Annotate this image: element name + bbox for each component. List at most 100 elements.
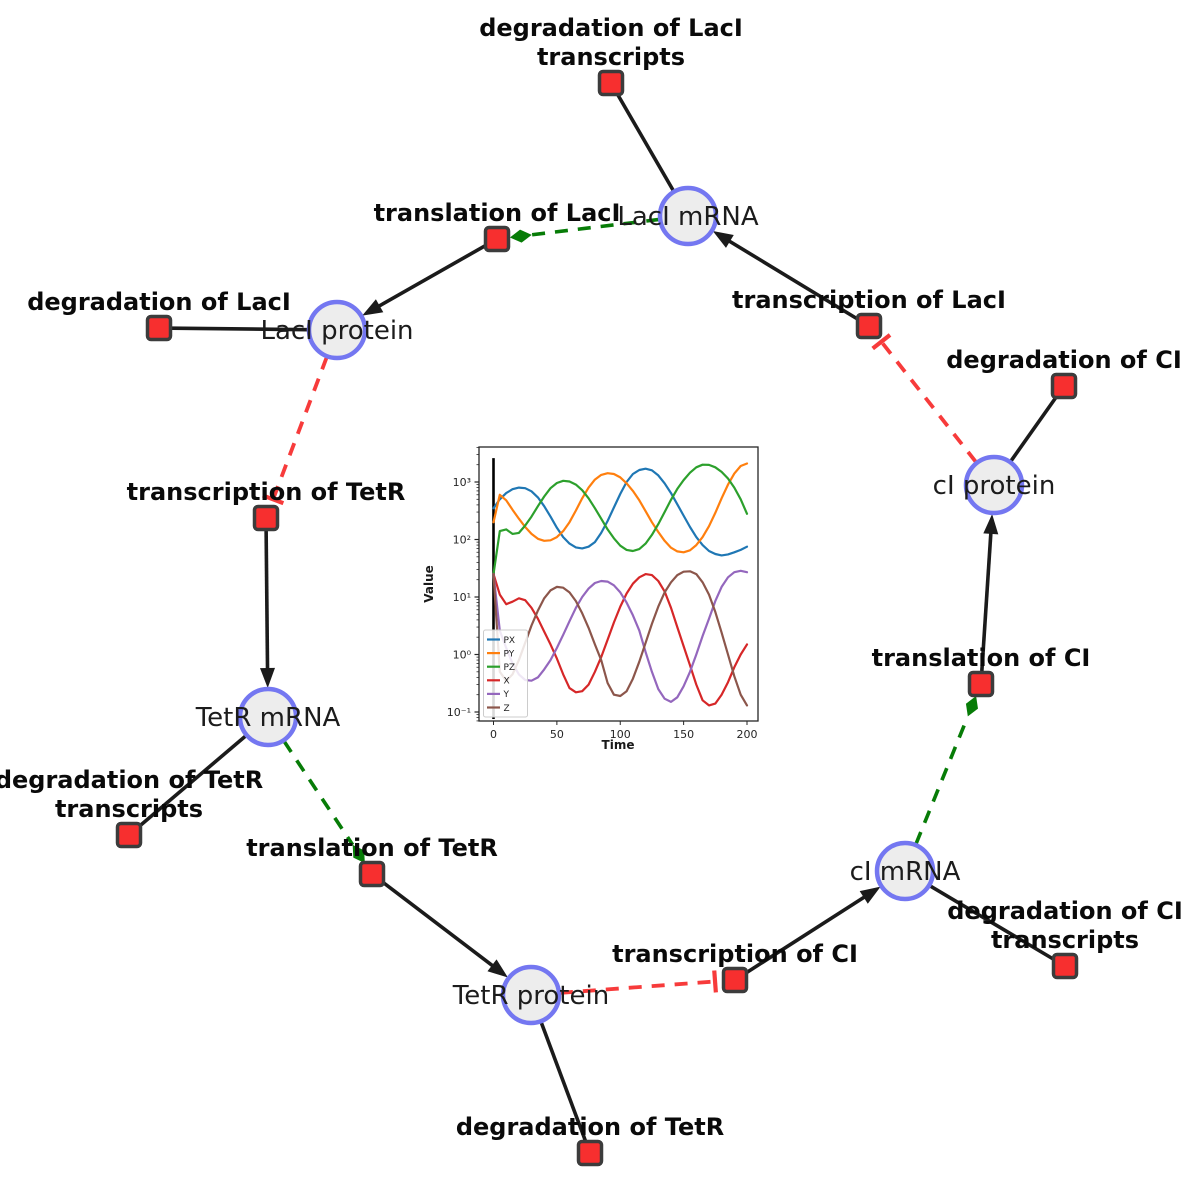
edges-layer — [137, 93, 1058, 1142]
diamond-arrowhead-icon — [352, 844, 365, 864]
species-label-tetr_protein: TetR protein — [452, 981, 609, 1011]
arrowhead-icon — [362, 299, 384, 316]
edge-consumption-laci_mrna-deg_laci_tx — [615, 93, 676, 192]
edge-inhibition-ci_protein-transcription_laci — [879, 340, 978, 464]
edge-consumption-tetr_protein-deg_tetr — [539, 1021, 588, 1142]
series-PX — [492, 467, 749, 557]
chart-legend: PX PY PZ XYZ — [483, 629, 528, 718]
edge-production-transcription_laci-laci_mrna — [724, 237, 859, 321]
reaction-label-deg_laci_tx: degradation of LacI — [479, 14, 743, 42]
species-node-tetr_protein — [500, 964, 562, 1026]
reaction-label-transcription_tetr: transcription of TetR — [127, 478, 406, 506]
legend-label-PZ: PZ — [504, 663, 516, 673]
species-label-laci_mrna: LacI mRNA — [617, 202, 758, 232]
y-tick-label: 10¹ — [453, 591, 471, 604]
x-axis-label: Time — [602, 738, 635, 752]
inset-timeseries-chart: 0 50 100 150 200 10⁻¹ 10⁰ 10¹ 10² 10³ PX PY PZ XYZ T… — [422, 446, 759, 752]
reaction-node-deg_ci — [1050, 372, 1078, 400]
edge-production-transcription_tetr-tetr_mrna — [264, 530, 270, 674]
reaction-label-deg_laci_tx: transcripts — [537, 43, 685, 71]
reaction-label-deg_tetr_tx: transcripts — [55, 795, 203, 823]
species-node-laci_mrna — [657, 185, 719, 247]
diamond-arrowhead-icon — [509, 229, 532, 243]
reaction-label-deg_laci: degradation of LacI — [27, 288, 291, 316]
reaction-label-transcription_ci: transcription of CI — [612, 940, 858, 968]
legend-box — [483, 629, 528, 718]
reaction-label-transcription_laci: transcription of LacI — [732, 286, 1006, 314]
reaction-label-deg_ci: degradation of CI — [946, 346, 1182, 374]
reaction-node-transcription_tetr — [252, 504, 280, 532]
inhibition-tee-icon — [712, 970, 718, 993]
reaction-label-deg_tetr_tx: degradation of TetR — [0, 766, 263, 794]
inhibition-tee-icon — [871, 333, 892, 351]
x-tick-label: 100 — [610, 728, 631, 741]
chart-series — [492, 462, 749, 707]
x-tick-label: 150 — [673, 728, 694, 741]
species-label-ci_protein: cI protein — [933, 471, 1056, 501]
species-node-ci_protein — [963, 454, 1025, 516]
species-label-tetr_mrna: TetR mRNA — [195, 703, 341, 733]
edge-consumption-ci_mrna-deg_ci_tx — [929, 884, 1055, 961]
reaction-label-translation_tetr: translation of TetR — [246, 834, 498, 862]
series-Y — [492, 569, 749, 704]
inhibition-tee-icon — [262, 493, 285, 506]
edge-consumption-tetr_mrna-deg_tetr_tx — [137, 734, 248, 828]
legend-label-PX: PX — [504, 636, 516, 646]
labels-layer: LacI mRNA LacI protein TetR mRNA TetR prote… — [0, 14, 1183, 1141]
reaction-node-translation_tetr — [358, 860, 386, 888]
legend-label-Y: Y — [503, 690, 510, 700]
edge-consumption-ci_protein-deg_ci — [1009, 395, 1058, 463]
arrowhead-icon — [487, 959, 508, 978]
reaction-node-deg_ci_tx — [1051, 952, 1079, 980]
species-node-ci_mrna — [874, 840, 936, 902]
legend-label-Z: Z — [504, 704, 510, 714]
reaction-label-deg_ci_tx: degradation of CI — [947, 897, 1183, 925]
y-tick-label: 10² — [453, 534, 471, 547]
edge-catalysis-ci_mrna-translation_ci — [914, 715, 970, 845]
reaction-node-deg_tetr — [576, 1139, 604, 1167]
edge-inhibition-laci_protein-transcription_tetr — [271, 356, 329, 500]
edge-catalysis-tetr_mrna-translation_tetr — [282, 740, 355, 846]
arrowhead-icon — [712, 231, 734, 248]
reaction-label-translation_laci: translation of LacI — [374, 199, 621, 227]
arrowhead-icon — [859, 886, 881, 904]
arrowhead-icon — [983, 513, 999, 535]
edge-consumption-laci_protein-deg_laci — [171, 326, 309, 332]
species-node-laci_protein — [306, 299, 368, 361]
y-tick-label: 10⁰ — [453, 649, 472, 662]
diamond-arrowhead-icon — [965, 696, 978, 717]
nodes-layer — [115, 69, 1079, 1167]
x-tick-label: 200 — [737, 728, 758, 741]
x-tick-label: 50 — [550, 728, 564, 741]
reaction-node-transcription_ci — [721, 966, 749, 994]
edge-production-transcription_ci-ci_mrna — [744, 893, 869, 975]
species-label-laci_protein: LacI protein — [260, 316, 413, 346]
edge-inhibition-tetr_protein-transcription_ci — [559, 979, 716, 995]
series-Z — [492, 570, 749, 707]
reaction-node-deg_laci_tx — [597, 69, 625, 97]
legend-label-PY: PY — [504, 649, 515, 659]
reaction-node-transcription_laci — [855, 312, 883, 340]
y-tick-label: 10³ — [453, 476, 471, 489]
series-PY — [492, 462, 749, 554]
edge-production-translation_ci-ci_protein — [980, 528, 993, 672]
y-axis-label: Value — [422, 565, 436, 603]
species-node-tetr_mrna — [237, 686, 299, 748]
reaction-label-deg_tetr: degradation of TetR — [456, 1113, 724, 1141]
x-tick-label: 0 — [490, 728, 497, 741]
reaction-node-deg_tetr_tx — [115, 821, 143, 849]
species-label-ci_mrna: cI mRNA — [850, 857, 961, 887]
plot-frame — [478, 446, 759, 722]
legend-label-X: X — [504, 677, 510, 687]
edge-production-translation_tetr-tetr_protein — [381, 880, 498, 970]
reaction-node-deg_laci — [145, 314, 173, 342]
reaction-node-translation_laci — [483, 225, 511, 253]
arrowhead-icon — [260, 667, 276, 689]
reaction-label-deg_ci_tx: transcripts — [991, 926, 1139, 954]
series-PZ — [492, 463, 749, 576]
edge-production-translation_laci-laci_protein — [374, 243, 487, 310]
y-tick-label: 10⁻¹ — [447, 706, 471, 719]
reaction-label-translation_ci: translation of CI — [872, 644, 1091, 672]
